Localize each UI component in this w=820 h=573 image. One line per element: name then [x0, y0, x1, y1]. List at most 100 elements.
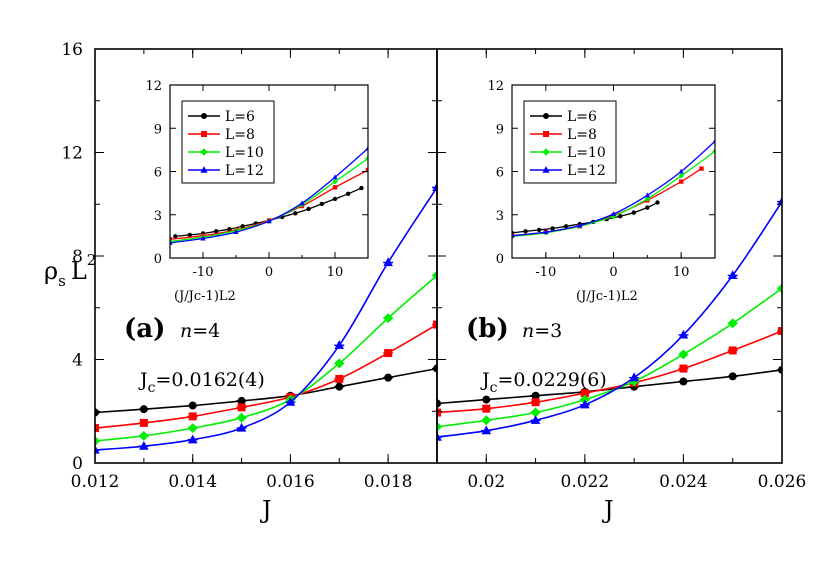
panel-b-series-l12-point — [580, 399, 590, 409]
inset-a-x-tick-label: 10 — [327, 265, 344, 280]
panel-a-y-tick-label: 4 — [72, 351, 83, 371]
panel-a-series-l6-point — [188, 401, 197, 410]
inset-b-series-l6-point — [550, 226, 555, 231]
inset-b-series-l12-point — [512, 232, 515, 238]
inset-b-series-l6-point — [645, 205, 650, 210]
inset-b-series-l6-point — [523, 229, 528, 234]
panel-b-x-tick-label: 0.022 — [561, 472, 610, 492]
panel-b-series-l12-point — [481, 425, 492, 435]
inset-b-x-label: (J/Jc-1)L2 — [576, 289, 638, 304]
inset-a-y-tick-label: 9 — [154, 122, 162, 137]
panel-b-series-l12-point — [727, 270, 738, 280]
panel-b-series-group — [437, 196, 782, 441]
panel-b-series-l6-point — [531, 391, 540, 400]
inset-a-series-l6-point — [346, 191, 351, 197]
inset-b-series-l10-point — [644, 196, 651, 202]
panel-b-series-l10-point — [530, 407, 541, 418]
panel-b-label: (b) — [466, 314, 509, 344]
inset-b-series-l6-point — [618, 213, 623, 219]
panel-b-x-tick-label: 0.026 — [758, 472, 807, 492]
inset-b-series-l8-point — [699, 166, 704, 171]
panel-a-series-l12-point — [383, 257, 393, 267]
panel-a-series-l12-point — [285, 396, 296, 406]
inset-a-series-l8-point — [170, 237, 173, 242]
inset-a-series-l12-point — [266, 218, 272, 224]
inset-a-legend-label-l10: L=10 — [225, 145, 264, 161]
panel-a-series-l6-point — [335, 382, 344, 391]
panel-a-x-tick-label: 0.018 — [364, 472, 413, 492]
panel-a-series-l12-point — [187, 434, 198, 444]
inset-b-y-tick-label: 6 — [496, 166, 504, 181]
inset-a-series-l6-point — [293, 211, 298, 216]
panel-a-series-group — [95, 182, 437, 454]
panel-a-series-l8-point — [335, 374, 344, 383]
inset-b-series-l10-point — [712, 148, 715, 155]
inset-b-series-l6-point — [631, 210, 636, 215]
panel-b-series-l6-point — [437, 399, 441, 408]
inset-a-series-l12-point — [299, 200, 305, 206]
inset-a-series-l6-point — [173, 234, 178, 239]
panel-a-series-l10-point — [138, 430, 149, 441]
inset-b-series-l12-point — [712, 138, 715, 144]
panel-b-series-l10-point — [678, 349, 689, 360]
panel-a-series-l6-point — [95, 408, 99, 417]
inset-a-series-l6-point — [319, 201, 324, 207]
panel-a-y-tick-label: 12 — [61, 144, 83, 164]
inset-a-series-l6-point — [187, 232, 192, 238]
inset-a-series-l12-point — [170, 240, 173, 245]
inset-a-x-tick-label: -10 — [193, 265, 214, 280]
panel-b-series-l12-point — [777, 196, 782, 206]
panel-a-x-tick-label: 0.016 — [266, 472, 315, 492]
panel-b-jc-annotation: Jc=0.0229(6) — [480, 369, 607, 396]
panel-a-series-l12-point — [95, 444, 100, 454]
panel-a-x-tick-label: 0.012 — [71, 472, 120, 492]
inset-a-series-l10-point — [365, 155, 368, 162]
panel-b-series-l8-point — [437, 408, 441, 417]
inset-b-legend-label-l12: L=12 — [567, 163, 606, 179]
panel-b-series-l8-point — [728, 346, 737, 355]
panel-b-series-l12-point — [629, 372, 639, 382]
inset-b-series-l6-point — [536, 227, 542, 233]
inset-a-y-tick-label: 6 — [154, 166, 162, 181]
panel-a-series-l12-point — [334, 340, 345, 349]
panel-a-series-l8-point — [139, 418, 148, 427]
inset-b-legend-label-l8: L=8 — [567, 127, 597, 143]
panel-b-series-l6-point — [728, 372, 737, 381]
panel-a-series-l8-point — [237, 403, 246, 412]
panel-a-n-annotation: n=4 — [180, 320, 220, 342]
inset-b-series-l12-point — [543, 229, 549, 235]
inset-b-y-tick-label: 9 — [496, 122, 504, 137]
inset-a-legend-label-l8: L=8 — [225, 127, 255, 143]
panel-a-series-l6-point — [139, 405, 148, 414]
panel-a-series-l8-point — [433, 320, 437, 329]
inset-b-series-l8-point — [678, 179, 684, 184]
panel-b-series-l10-point — [727, 318, 738, 329]
inset-a-legend-label-l6: L=6 — [225, 109, 255, 125]
panel-a-series-l8-point — [188, 412, 197, 421]
inset-a-series-l10-point — [332, 178, 338, 185]
panel-a-plot: 0.012 0.014 0.016 0.018 0 4 8 12 16 — [61, 40, 438, 492]
inset-b-legend-label-l6: L=6 — [567, 109, 597, 125]
panel-a-series-l10-point — [432, 270, 437, 281]
panel-a-series-l6-point — [433, 364, 437, 373]
panel-b-x-tick-label: 0.02 — [467, 472, 505, 492]
inset-b-legend-marker-l10 — [542, 148, 550, 156]
inset-b: -10 0 10 0 3 6 9 12 L=6 L=8 L=10 L=12 — [487, 79, 716, 280]
panel-a-y-tick-label: 8 — [72, 247, 83, 267]
panel-a-series-l10-point — [187, 423, 198, 434]
inset-b-y-tick-label: 12 — [487, 79, 504, 94]
panel-b-series-l12-point — [437, 431, 442, 441]
panel-b-x-label: J — [601, 496, 614, 524]
inset-a-legend-marker-l10 — [200, 148, 208, 156]
panel-b-series-l6-point — [679, 377, 688, 386]
inset-b-x-tick-label: -10 — [535, 265, 556, 280]
inset-a-series-l12-point — [233, 229, 239, 235]
inset-a-series-l12-point — [332, 174, 338, 180]
panel-a-series-l12-point — [236, 422, 247, 432]
inset-a-series-l8-point — [365, 167, 368, 173]
panel-a-series-l12-point — [139, 440, 149, 450]
inset-b-series-l6-point — [655, 200, 660, 205]
